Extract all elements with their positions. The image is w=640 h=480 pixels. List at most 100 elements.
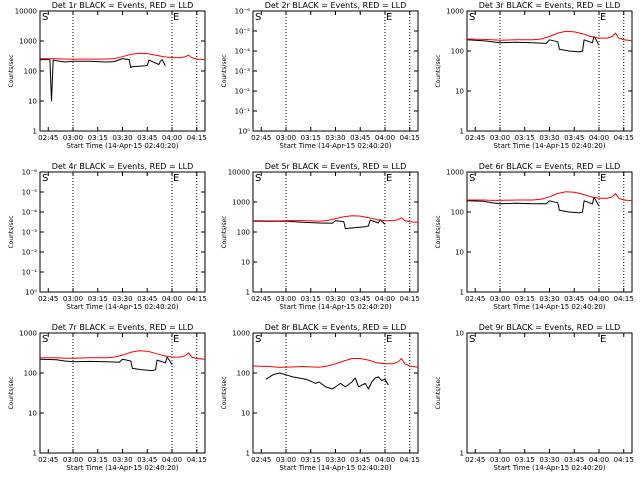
y-tick-label: 10 [241, 410, 250, 418]
lld-rate-line [466, 30, 633, 42]
x-axis-label: Start Time (14-Apr-15 02:40:20) [493, 303, 605, 311]
y-axis-label: Counts/sec [8, 54, 15, 87]
y-tick-label: 10⁰ [25, 289, 37, 297]
y-tick-label: 100 [451, 48, 464, 56]
x-tick-label: 03:45 [137, 134, 157, 142]
chart-title: Det 9r BLACK = Events, RED = LLD [479, 323, 621, 332]
x-tick-label: 04:00 [589, 456, 609, 464]
x-tick-label: 04:00 [589, 134, 609, 142]
end-marker-label: E [600, 12, 606, 23]
x-tick-label: 02:45 [465, 134, 485, 142]
end-marker-label: E [173, 173, 179, 184]
event-rate-line [252, 219, 386, 230]
x-tick-label: 04:00 [375, 456, 395, 464]
x-tick-label: 03:15 [88, 456, 108, 464]
y-tick-label: 100 [451, 209, 464, 217]
x-tick-label: 04:15 [187, 134, 207, 142]
x-tick-label: 03:45 [137, 456, 157, 464]
x-tick-label: 03:30 [325, 456, 345, 464]
x-tick-label: 03:00 [276, 295, 296, 303]
x-tick-label: 03:00 [63, 295, 83, 303]
y-tick-label: 10⁻¹ [22, 269, 38, 277]
chart-panel-6: 02:45 03:00 03:15 03:30 03:45 04:00 04:15 1 10 10… [435, 162, 634, 311]
plot-frame [252, 332, 419, 454]
x-tick-label: 03:00 [63, 456, 83, 464]
plot-frame [252, 10, 419, 132]
x-tick-label: 03:00 [276, 134, 296, 142]
y-tick-label: 1000 [446, 8, 464, 16]
y-tick-label: 10 [455, 249, 464, 257]
y-tick-label: 10⁻² [235, 88, 251, 96]
x-tick-label: 03:00 [490, 456, 510, 464]
x-tick-label: 04:00 [589, 295, 609, 303]
start-marker-label: S [255, 173, 261, 184]
x-tick-label: 04:15 [614, 295, 634, 303]
chart-title: Det 7r BLACK = Events, RED = LLD [52, 323, 194, 332]
event-rate-line [466, 36, 600, 53]
y-tick-label: 10⁻³ [235, 68, 251, 76]
chart-title: Det 5r BLACK = Events, RED = LLD [265, 162, 407, 171]
y-axis-label: Counts/sec [221, 215, 228, 248]
lld-rate-line [252, 358, 419, 368]
start-marker-label: S [42, 12, 48, 23]
y-tick-label: 10 [28, 410, 37, 418]
x-tick-label: 03:45 [564, 134, 584, 142]
x-tick-label: 04:15 [187, 456, 207, 464]
x-tick-label: 03:30 [112, 456, 132, 464]
x-tick-label: 04:00 [162, 456, 182, 464]
x-tick-label: 03:30 [539, 295, 559, 303]
x-tick-label: 03:30 [539, 456, 559, 464]
x-tick-label: 03:30 [112, 134, 132, 142]
y-tick-label: 10 [455, 88, 464, 96]
x-tick-label: 03:15 [301, 134, 321, 142]
x-tick-label: 03:30 [325, 134, 345, 142]
start-marker-label: S [469, 12, 475, 23]
y-tick-label: 1 [246, 289, 250, 297]
plot-frame [466, 10, 633, 132]
y-axis-label: Counts/sec [221, 54, 228, 87]
y-tick-label: 1000 [232, 330, 250, 338]
y-tick-label: 1000 [19, 330, 37, 338]
y-tick-label: 100 [237, 229, 250, 237]
chart-panel-3: 02:45 03:00 03:15 03:30 03:45 04:00 04:15 1 10 10… [435, 1, 634, 150]
x-tick-label: 03:15 [515, 456, 535, 464]
y-tick-label: 10⁻² [22, 249, 38, 257]
y-axis-label: Counts/sec [8, 215, 15, 248]
x-tick-label: 02:45 [38, 134, 58, 142]
chart-panel-1: 02:45 03:00 03:15 03:30 03:45 04:00 04:15 1 10 10… [8, 1, 207, 150]
x-tick-label: 03:00 [276, 456, 296, 464]
x-tick-label: 03:45 [350, 295, 370, 303]
chart-panel-7: 02:45 03:00 03:15 03:30 03:45 04:00 04:15 1 10 10… [8, 323, 207, 472]
x-tick-label: 02:45 [251, 134, 271, 142]
y-tick-label: 1 [246, 450, 250, 458]
plot-frame [252, 171, 419, 293]
chart-title: Det 3r BLACK = Events, RED = LLD [479, 1, 621, 10]
x-axis-label: Start Time (14-Apr-15 02:40:20) [493, 464, 605, 472]
plot-frame [466, 171, 633, 293]
y-tick-label: 1 [33, 450, 37, 458]
y-tick-label: 10⁻⁵ [235, 28, 251, 36]
y-axis-label: Counts/sec [435, 54, 442, 87]
start-marker-label: S [42, 334, 48, 345]
y-tick-label: 10⁻⁴ [235, 48, 251, 56]
y-tick-label: 10000 [15, 8, 37, 16]
start-marker-label: S [469, 173, 475, 184]
y-tick-label: 1000 [446, 169, 464, 177]
end-marker-label: E [600, 173, 606, 184]
x-tick-label: 02:45 [465, 295, 485, 303]
x-tick-label: 03:45 [137, 295, 157, 303]
x-tick-label: 03:15 [515, 295, 535, 303]
x-tick-label: 04:00 [162, 295, 182, 303]
y-axis-label: Counts/sec [435, 376, 442, 409]
end-marker-label: E [173, 334, 179, 345]
chart-title: Det 6r BLACK = Events, RED = LLD [479, 162, 621, 171]
lld-rate-line [467, 191, 633, 202]
chart-title: Det 1r BLACK = Events, RED = LLD [52, 1, 194, 10]
plot-frame [39, 10, 206, 132]
x-axis-label: Start Time (14-Apr-15 02:40:20) [66, 464, 178, 472]
x-tick-label: 04:15 [400, 295, 420, 303]
x-tick-label: 02:45 [251, 295, 271, 303]
x-tick-label: 03:45 [564, 295, 584, 303]
x-tick-label: 04:15 [400, 456, 420, 464]
